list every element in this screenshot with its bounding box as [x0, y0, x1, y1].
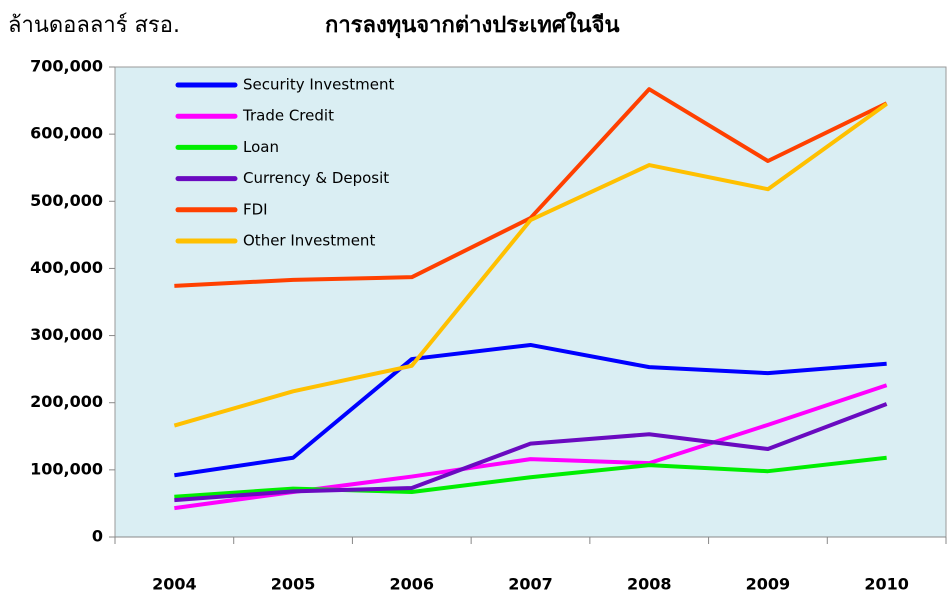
y-tick-label: 200,000	[30, 392, 103, 411]
series-line	[173, 102, 888, 428]
y-tick-label: 100,000	[30, 459, 103, 478]
x-tick-label: 2009	[746, 575, 791, 594]
series-line	[174, 455, 887, 499]
y-tick-label: 500,000	[30, 191, 103, 210]
y-tick-label: 0	[92, 527, 103, 546]
chart-title: การลงทุนจากต่างประเทศในจีน	[325, 11, 620, 39]
series-line	[174, 402, 888, 503]
legend-label: Currency & Deposit	[243, 169, 389, 187]
y-tick-label: 600,000	[30, 124, 103, 143]
series-line	[174, 342, 887, 478]
legend-label: Trade Credit	[242, 107, 334, 125]
legend-label: Loan	[243, 138, 279, 156]
legend-label: Security Investment	[243, 76, 394, 94]
y-tick-label: 300,000	[30, 325, 103, 344]
x-tick-label: 2004	[152, 575, 197, 594]
x-tick-label: 2006	[390, 575, 435, 594]
x-tick-label: 2007	[508, 575, 553, 594]
y-tick-label: 400,000	[30, 258, 103, 277]
x-tick-label: 2008	[627, 575, 672, 594]
y-tick-label: 700,000	[30, 57, 103, 76]
legend-label: Other Investment	[243, 232, 375, 250]
x-tick-label: 2010	[864, 575, 909, 594]
legend-label: FDI	[243, 200, 268, 218]
y-axis-label: ล้านดอลลาร์ สรอ.	[8, 13, 180, 38]
x-tick-label: 2005	[271, 575, 316, 594]
